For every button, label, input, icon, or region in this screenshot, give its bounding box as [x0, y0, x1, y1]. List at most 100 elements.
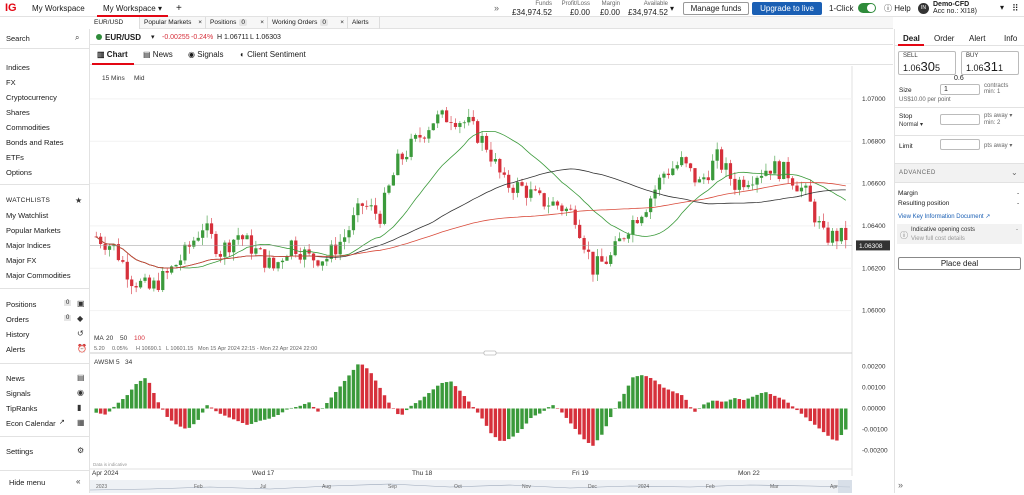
- sidebar-item-alerts[interactable]: Alerts: [6, 345, 26, 354]
- osc-bar: [152, 392, 156, 409]
- osc-bar: [595, 408, 600, 441]
- search-icon[interactable]: ⌕: [75, 33, 80, 42]
- candle: [218, 254, 223, 257]
- tab-chart-underline: [92, 45, 134, 65]
- tab-chart[interactable]: ▥ Chart: [97, 50, 128, 59]
- tab-client-sentiment[interactable]: ◐ Client Sentiment: [240, 50, 306, 59]
- osc-bar: [844, 408, 848, 430]
- osc-bar: [200, 408, 205, 413]
- sidebar-item-settings[interactable]: Settings: [6, 447, 34, 456]
- sidebar-search[interactable]: Search: [6, 34, 30, 43]
- osc-bar: [165, 408, 169, 417]
- sidebar-item-news[interactable]: News: [6, 374, 25, 383]
- sidebar-item-cryptocurrency[interactable]: Cryptocurrency: [6, 93, 57, 102]
- tab-news[interactable]: ▤ News: [143, 50, 173, 59]
- collapse-icon[interactable]: «: [76, 477, 81, 486]
- sidebar-item-indices[interactable]: Indices: [6, 63, 30, 72]
- chevron-down-icon[interactable]: ▾: [670, 4, 675, 13]
- candle: [795, 185, 799, 192]
- manage-funds-button[interactable]: Manage funds: [683, 2, 749, 15]
- tab-deal[interactable]: Deal: [903, 34, 920, 43]
- ig-logo[interactable]: IG: [5, 2, 17, 14]
- size-input[interactable]: 1: [940, 84, 980, 95]
- sidebar-item-shares[interactable]: Shares: [6, 108, 30, 117]
- instrument-name[interactable]: EUR/USD: [105, 33, 142, 42]
- external-link-icon: ↗: [59, 419, 65, 426]
- candle: [773, 161, 777, 174]
- chevron-down-icon[interactable]: ▾: [1000, 3, 1005, 12]
- kid-link[interactable]: View Key Information Document ↗: [898, 214, 991, 220]
- sidebar-item-bonds-and-rates[interactable]: Bonds and Rates: [6, 138, 64, 147]
- sidebar-item-econ-calendar[interactable]: Econ Calendar: [6, 419, 56, 428]
- sidebar-item-commodities[interactable]: Commodities: [6, 123, 50, 132]
- hide-menu-button[interactable]: Hide menu: [9, 478, 46, 487]
- sidebar-item-positions[interactable]: Positions: [6, 300, 37, 309]
- double-chevron-right-icon[interactable]: »: [494, 3, 500, 13]
- instrument-change: -0.00255: [162, 34, 190, 41]
- stop-unit[interactable]: pts away ▾ min: 2: [984, 113, 1013, 126]
- account-menu[interactable]: Demo-CFD Acc no.: XI18): [933, 1, 977, 15]
- tab-signals[interactable]: ◉ Signals: [188, 50, 224, 59]
- sidebar-item-history[interactable]: History: [6, 330, 30, 339]
- help-button[interactable]: ⓘ Help: [884, 3, 911, 14]
- one-click-toggle[interactable]: [858, 3, 876, 13]
- navigator-label: Sep: [388, 484, 397, 490]
- tab-working-orders[interactable]: Working Orders 0 ×: [268, 17, 348, 29]
- sidebar-item-major-indices[interactable]: Major Indices: [6, 241, 51, 250]
- chart-area[interactable]: 1.07000 1.06800 1.06600 1.06400 1.06200 1.060…: [89, 66, 893, 493]
- expand-icon[interactable]: »: [898, 480, 904, 490]
- limit-unit[interactable]: pts away ▾: [984, 143, 1013, 149]
- stop-input[interactable]: [940, 114, 980, 125]
- chevron-down-icon[interactable]: ▾: [151, 34, 155, 41]
- chevron-down-icon[interactable]: ⌄: [1011, 168, 1018, 177]
- limit-input[interactable]: [940, 139, 980, 150]
- info-low: L 10601.15: [166, 346, 193, 352]
- workspace-menu[interactable]: My Workspace: [32, 4, 85, 13]
- sidebar-item-major-fx[interactable]: Major FX: [6, 256, 37, 265]
- osc-bar: [209, 407, 214, 409]
- sell-button[interactable]: SELL 1.06305: [898, 51, 956, 75]
- ma-label: MA: [94, 335, 104, 342]
- sidebar-item-options[interactable]: Options: [6, 168, 32, 177]
- osc-bar: [675, 393, 679, 409]
- sidebar-item-my-watchlist[interactable]: My Watchlist: [6, 211, 49, 220]
- candle: [471, 116, 475, 122]
- sidebar-item-signals[interactable]: Signals: [6, 389, 31, 398]
- sidebar-item-major-commodities[interactable]: Major Commodities: [6, 271, 71, 280]
- gear-icon[interactable]: ⚙: [77, 446, 85, 455]
- stop-type-select[interactable]: Normal ▾: [899, 122, 924, 128]
- tab-my-workspace[interactable]: My Workspace ▾: [97, 0, 169, 17]
- add-workspace-button[interactable]: +: [176, 3, 182, 14]
- sidebar-item-tipranks[interactable]: TipRanks: [6, 404, 38, 413]
- tab-alert[interactable]: Alert: [969, 34, 986, 43]
- candle: [578, 224, 582, 239]
- osc-bar: [693, 408, 697, 412]
- upgrade-button[interactable]: Upgrade to live: [752, 2, 822, 15]
- advanced-toggle[interactable]: [895, 163, 1024, 183]
- osc-bar: [276, 408, 280, 415]
- avatar[interactable]: IN: [918, 3, 929, 14]
- osc-bar: [129, 389, 134, 409]
- tab-eur-usd[interactable]: EUR/USD: [90, 17, 140, 29]
- tab-alerts[interactable]: Alerts: [348, 17, 380, 29]
- place-deal-button[interactable]: Place deal: [898, 257, 1021, 270]
- candle: [622, 238, 626, 240]
- price-chart[interactable]: 1.07000 1.06800 1.06600 1.06400 1.06200 1.060…: [89, 66, 893, 493]
- star-icon[interactable]: ★: [75, 196, 83, 205]
- tab-positions[interactable]: Positions 0 ×: [206, 17, 268, 29]
- margin-label: Margin: [898, 190, 918, 197]
- view-costs-link[interactable]: View full cost details: [911, 236, 965, 242]
- sidebar-item-etfs[interactable]: ETFs: [6, 153, 24, 162]
- tab-popular-markets[interactable]: Popular Markets ×: [140, 17, 206, 29]
- sidebar-item-orders[interactable]: Orders: [6, 315, 29, 324]
- spread: 0.6: [954, 75, 964, 82]
- candle: [560, 205, 564, 212]
- sidebar-item-popular-markets[interactable]: Popular Markets: [6, 226, 61, 235]
- candle: [436, 114, 440, 124]
- buy-button[interactable]: BUY 1.06311: [961, 51, 1019, 75]
- menu-grid-icon[interactable]: ⠿: [1012, 3, 1019, 13]
- tab-order[interactable]: Order: [934, 34, 955, 43]
- tab-info[interactable]: Info: [1004, 34, 1018, 43]
- instrument-change-pct: -0.24%: [191, 34, 214, 41]
- sidebar-item-fx[interactable]: FX: [6, 78, 16, 87]
